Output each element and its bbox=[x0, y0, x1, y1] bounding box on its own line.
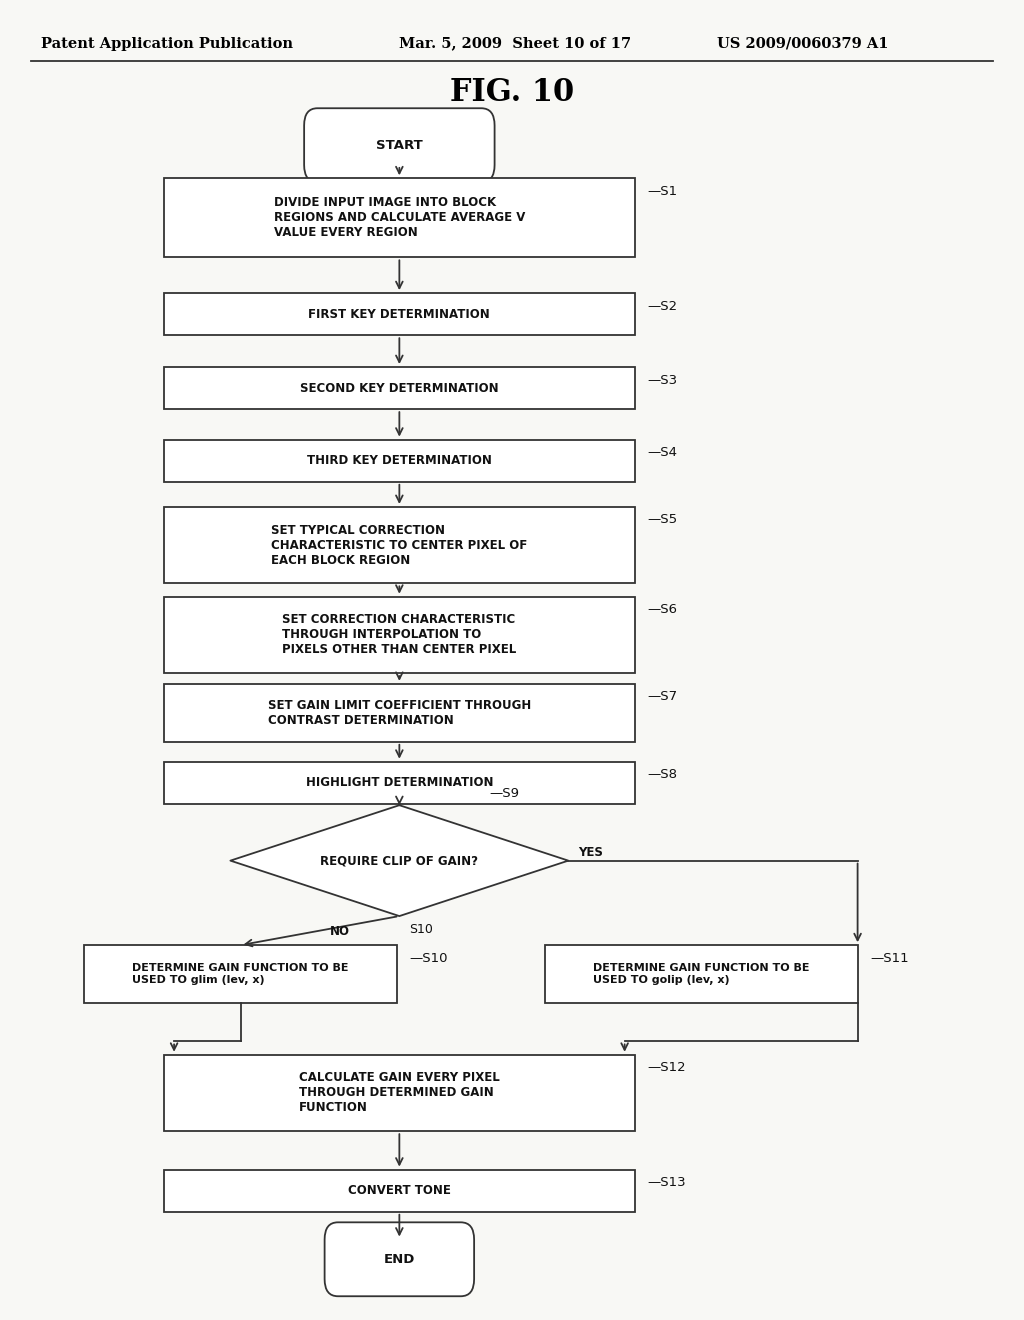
FancyBboxPatch shape bbox=[164, 440, 635, 482]
Text: YES: YES bbox=[579, 846, 603, 859]
FancyBboxPatch shape bbox=[164, 1170, 635, 1212]
FancyBboxPatch shape bbox=[84, 945, 396, 1003]
Text: —S12: —S12 bbox=[647, 1061, 686, 1074]
FancyBboxPatch shape bbox=[164, 1055, 635, 1131]
Text: SET TYPICAL CORRECTION
CHARACTERISTIC TO CENTER PIXEL OF
EACH BLOCK REGION: SET TYPICAL CORRECTION CHARACTERISTIC TO… bbox=[271, 524, 527, 566]
Text: S10: S10 bbox=[410, 923, 433, 936]
Text: NO: NO bbox=[330, 925, 350, 939]
Text: —S7: —S7 bbox=[647, 690, 677, 704]
FancyBboxPatch shape bbox=[304, 108, 495, 182]
Text: START: START bbox=[376, 139, 423, 152]
Text: —S1: —S1 bbox=[647, 185, 677, 198]
Text: CONVERT TONE: CONVERT TONE bbox=[348, 1184, 451, 1197]
Text: FIRST KEY DETERMINATION: FIRST KEY DETERMINATION bbox=[308, 308, 490, 321]
FancyBboxPatch shape bbox=[164, 178, 635, 257]
Text: —S2: —S2 bbox=[647, 300, 677, 313]
Text: SET CORRECTION CHARACTERISTIC
THROUGH INTERPOLATION TO
PIXELS OTHER THAN CENTER : SET CORRECTION CHARACTERISTIC THROUGH IN… bbox=[283, 614, 516, 656]
Text: —S5: —S5 bbox=[647, 513, 677, 527]
Text: SECOND KEY DETERMINATION: SECOND KEY DETERMINATION bbox=[300, 381, 499, 395]
Polygon shape bbox=[230, 805, 568, 916]
Text: THIRD KEY DETERMINATION: THIRD KEY DETERMINATION bbox=[307, 454, 492, 467]
Text: Patent Application Publication: Patent Application Publication bbox=[41, 37, 293, 50]
Text: US 2009/0060379 A1: US 2009/0060379 A1 bbox=[717, 37, 888, 50]
FancyBboxPatch shape bbox=[164, 684, 635, 742]
FancyBboxPatch shape bbox=[546, 945, 858, 1003]
Text: —S8: —S8 bbox=[647, 768, 677, 781]
Text: SET GAIN LIMIT COEFFICIENT THROUGH
CONTRAST DETERMINATION: SET GAIN LIMIT COEFFICIENT THROUGH CONTR… bbox=[267, 698, 531, 727]
Text: DIVIDE INPUT IMAGE INTO BLOCK
REGIONS AND CALCULATE AVERAGE V
VALUE EVERY REGION: DIVIDE INPUT IMAGE INTO BLOCK REGIONS AN… bbox=[273, 197, 525, 239]
Text: —S6: —S6 bbox=[647, 603, 677, 616]
Text: Mar. 5, 2009  Sheet 10 of 17: Mar. 5, 2009 Sheet 10 of 17 bbox=[399, 37, 632, 50]
FancyBboxPatch shape bbox=[164, 762, 635, 804]
Text: DETERMINE GAIN FUNCTION TO BE
USED TO golip (lev, x): DETERMINE GAIN FUNCTION TO BE USED TO go… bbox=[593, 964, 810, 985]
Text: —S11: —S11 bbox=[870, 952, 908, 965]
FancyBboxPatch shape bbox=[325, 1222, 474, 1296]
FancyBboxPatch shape bbox=[164, 367, 635, 409]
FancyBboxPatch shape bbox=[164, 507, 635, 583]
Text: DETERMINE GAIN FUNCTION TO BE
USED TO glim (lev, x): DETERMINE GAIN FUNCTION TO BE USED TO gl… bbox=[132, 964, 349, 985]
Text: REQUIRE CLIP OF GAIN?: REQUIRE CLIP OF GAIN? bbox=[321, 854, 478, 867]
Text: END: END bbox=[384, 1253, 415, 1266]
Text: —S9: —S9 bbox=[489, 787, 519, 800]
Text: CALCULATE GAIN EVERY PIXEL
THROUGH DETERMINED GAIN
FUNCTION: CALCULATE GAIN EVERY PIXEL THROUGH DETER… bbox=[299, 1072, 500, 1114]
Text: —S10: —S10 bbox=[409, 952, 447, 965]
Text: FIG. 10: FIG. 10 bbox=[450, 77, 574, 108]
Text: —S13: —S13 bbox=[647, 1176, 686, 1189]
FancyBboxPatch shape bbox=[164, 597, 635, 673]
Text: —S3: —S3 bbox=[647, 374, 677, 387]
FancyBboxPatch shape bbox=[164, 293, 635, 335]
Text: —S4: —S4 bbox=[647, 446, 677, 459]
Text: HIGHLIGHT DETERMINATION: HIGHLIGHT DETERMINATION bbox=[305, 776, 494, 789]
